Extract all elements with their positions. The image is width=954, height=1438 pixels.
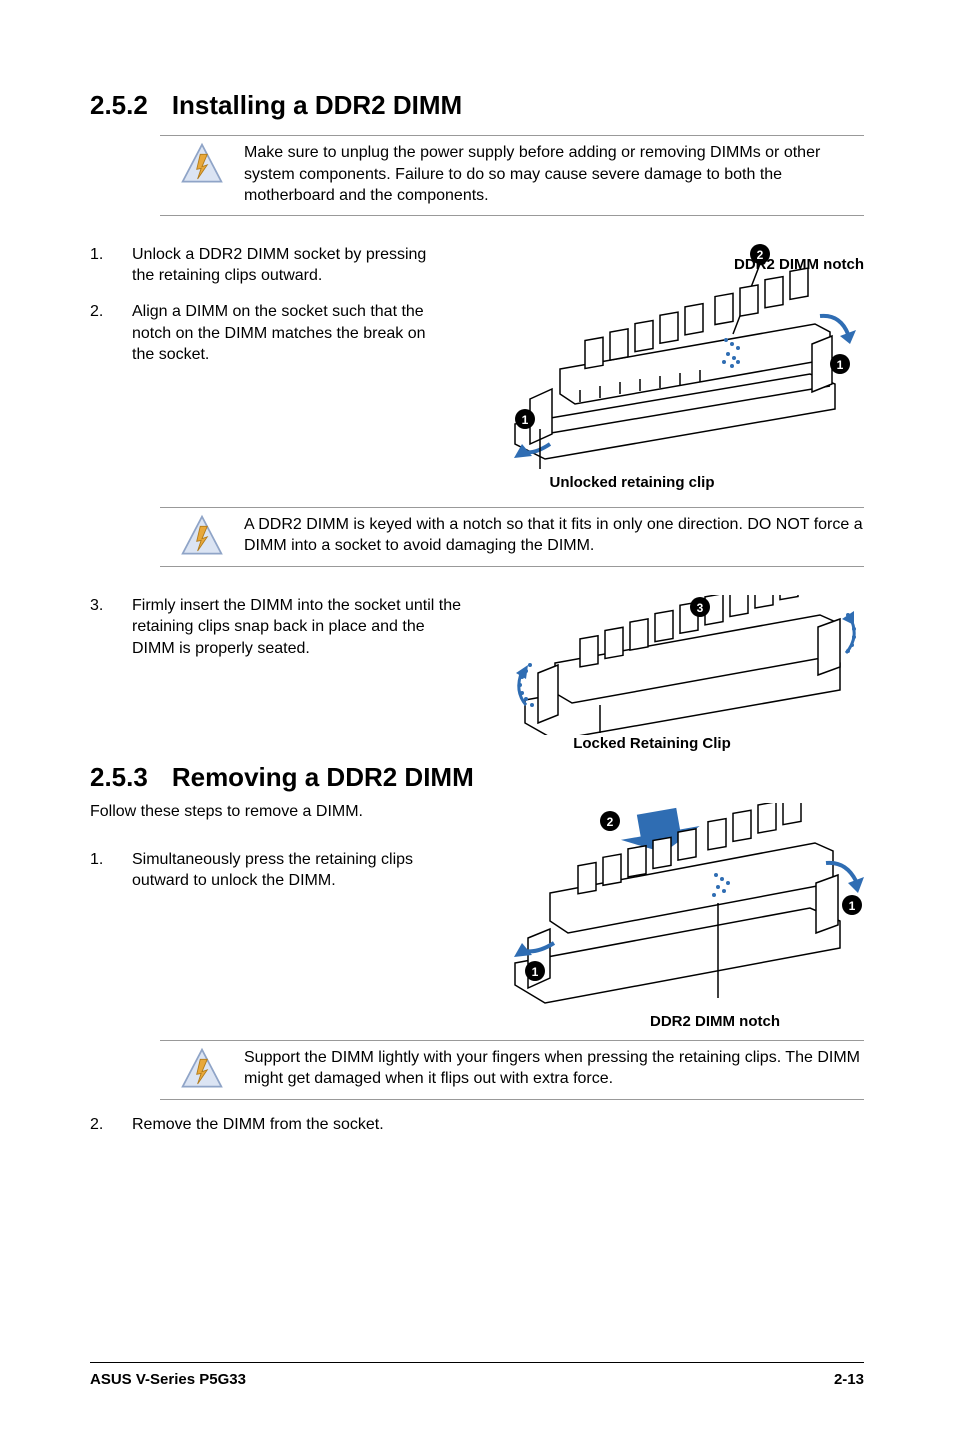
step-text: Align a DIMM on the socket such that the… bbox=[132, 301, 450, 366]
dimm-locked-diagram-icon: 3 bbox=[500, 595, 860, 735]
fig1-caption: Unlocked retaining clip bbox=[400, 474, 864, 491]
callout-keyed-text: A DDR2 DIMM is keyed with a notch so tha… bbox=[244, 514, 864, 557]
remove-step-1: 1. Simultaneously press the retaining cl… bbox=[90, 849, 450, 892]
list-item: 2. Align a DIMM on the socket such that … bbox=[90, 301, 450, 366]
install-steps-1-2: 1. Unlock a DDR2 DIMM socket by pressing… bbox=[90, 244, 450, 366]
callout-unplug: Make sure to unplug the power supply bef… bbox=[160, 135, 864, 216]
callout-unplug-text: Make sure to unplug the power supply bef… bbox=[244, 142, 864, 207]
dimm-remove-diagram-icon: 2 bbox=[480, 803, 870, 1013]
caution-icon bbox=[180, 142, 224, 186]
remove-intro: Follow these steps to remove a DIMM. bbox=[90, 803, 450, 821]
svg-text:1: 1 bbox=[837, 358, 844, 372]
heading-title: Removing a DDR2 DIMM bbox=[172, 762, 474, 793]
step-num: 1. bbox=[90, 849, 112, 892]
list-item: 1. Unlock a DDR2 DIMM socket by pressing… bbox=[90, 244, 450, 287]
figure-install-lock: 3 Locked Retaining Clip bbox=[500, 595, 864, 752]
callout-keyed: A DDR2 DIMM is keyed with a notch so tha… bbox=[160, 507, 864, 567]
heading-num: 2.5.2 bbox=[90, 90, 148, 121]
step-num: 1. bbox=[90, 244, 112, 287]
heading-remove: 2.5.3 Removing a DDR2 DIMM bbox=[90, 762, 864, 793]
step-text: Simultaneously press the retaining clips… bbox=[132, 849, 450, 892]
list-item: 1. Simultaneously press the retaining cl… bbox=[90, 849, 450, 892]
step-num: 3. bbox=[90, 595, 112, 660]
list-item: 3. Firmly insert the DIMM into the socke… bbox=[90, 595, 470, 660]
dimm-socket-diagram-icon: 2 bbox=[480, 244, 860, 474]
caution-icon bbox=[180, 1047, 224, 1091]
step-num: 2. bbox=[90, 1114, 112, 1136]
svg-text:1: 1 bbox=[522, 413, 529, 427]
svg-text:1: 1 bbox=[849, 899, 856, 913]
footer-product: ASUS V-Series P5G33 bbox=[90, 1371, 246, 1388]
svg-text:3: 3 bbox=[697, 601, 704, 615]
remove-step-2: 2. Remove the DIMM from the socket. bbox=[90, 1114, 864, 1136]
svg-text:1: 1 bbox=[532, 965, 539, 979]
fig1-notch-label: DDR2 DIMM notch bbox=[734, 256, 864, 273]
fig3-notch-label: DDR2 DIMM notch bbox=[560, 1013, 870, 1030]
fig2-caption: Locked Retaining Clip bbox=[440, 735, 864, 752]
heading-num: 2.5.3 bbox=[90, 762, 148, 793]
caution-icon bbox=[180, 514, 224, 558]
svg-text:2: 2 bbox=[607, 815, 614, 829]
heading-title: Installing a DDR2 DIMM bbox=[172, 90, 462, 121]
heading-install: 2.5.2 Installing a DDR2 DIMM bbox=[90, 90, 864, 121]
step-text: Remove the DIMM from the socket. bbox=[132, 1114, 384, 1136]
install-step-3: 3. Firmly insert the DIMM into the socke… bbox=[90, 595, 470, 660]
page-footer: ASUS V-Series P5G33 2-13 bbox=[90, 1362, 864, 1388]
step-text: Firmly insert the DIMM into the socket u… bbox=[132, 595, 470, 660]
step-text: Unlock a DDR2 DIMM socket by pressing th… bbox=[132, 244, 450, 287]
step-num: 2. bbox=[90, 301, 112, 366]
figure-install-unlock: DDR2 DIMM notch 2 bbox=[480, 244, 864, 491]
callout-support: Support the DIMM lightly with your finge… bbox=[160, 1040, 864, 1100]
footer-page-number: 2-13 bbox=[834, 1371, 864, 1388]
callout-support-text: Support the DIMM lightly with your finge… bbox=[244, 1047, 864, 1090]
figure-remove: 2 bbox=[480, 803, 870, 1030]
